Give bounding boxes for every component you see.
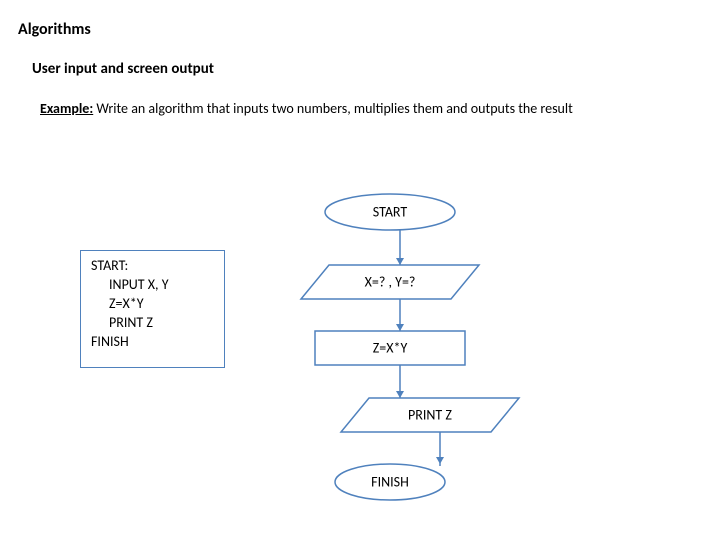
pseudocode-line: START: xyxy=(91,257,214,276)
flowchart-svg: START X=? , Y=? Z=X*Y PRINT Z FINISH xyxy=(290,190,530,520)
flowchart-node-label-finish: FINISH xyxy=(371,473,409,490)
arrowhead-icon xyxy=(396,324,404,331)
arrowhead-icon xyxy=(396,391,404,398)
example-label: Example: xyxy=(40,100,93,117)
page-title: Algorithms xyxy=(18,20,91,39)
pseudocode-line: PRINT Z xyxy=(91,314,214,333)
flowchart-node-label-process: Z=X*Y xyxy=(373,339,408,356)
flowchart-node-label-output: PRINT Z xyxy=(408,406,452,423)
pseudocode-line: Z=X*Y xyxy=(91,295,214,314)
arrowhead-icon xyxy=(436,457,444,464)
example-text: Example: Write an algorithm that inputs … xyxy=(40,100,680,117)
arrowhead-icon xyxy=(396,258,404,265)
pseudocode-line: INPUT X, Y xyxy=(91,276,214,295)
pseudocode-box: START:INPUT X, YZ=X*YPRINT ZFINISH xyxy=(80,250,225,368)
example-body: Write an algorithm that inputs two numbe… xyxy=(93,100,573,117)
pseudocode-line: FINISH xyxy=(91,333,214,352)
flowchart-node-label-start: START xyxy=(373,203,408,220)
flowchart-node-label-input: X=? , Y=? xyxy=(365,273,416,290)
section-subtitle: User input and screen output xyxy=(32,60,214,78)
flowchart: START X=? , Y=? Z=X*Y PRINT Z FINISH xyxy=(290,190,530,520)
